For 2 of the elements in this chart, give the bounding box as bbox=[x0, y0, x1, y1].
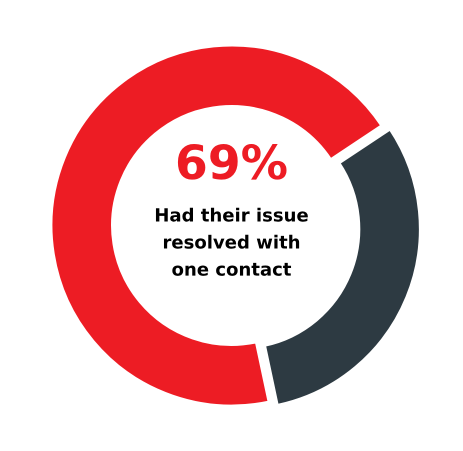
text: 69% bbox=[178, 144, 287, 180]
text: Had their issue resolved with one contact bbox=[156, 208, 308, 276]
